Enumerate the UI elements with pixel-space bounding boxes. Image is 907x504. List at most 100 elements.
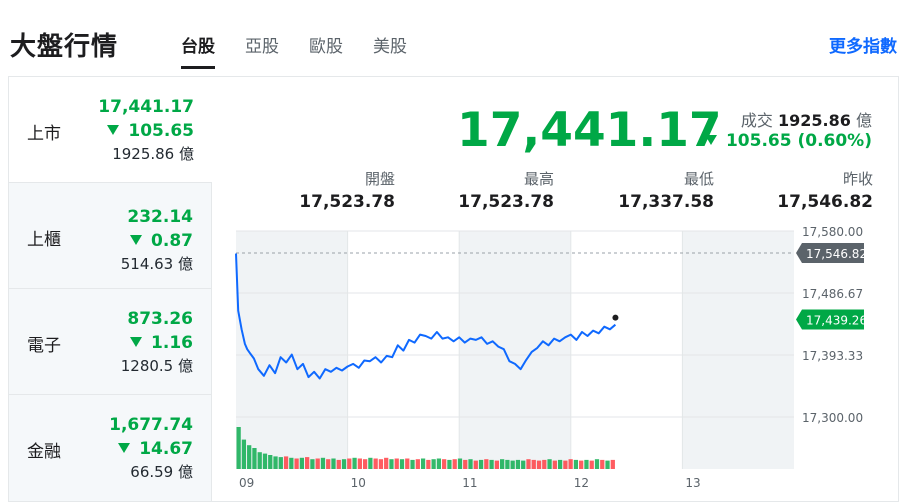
volume-bar — [299, 457, 305, 469]
stat-label: 昨收 — [842, 170, 873, 188]
volume-bar — [473, 460, 478, 469]
volume-bar — [478, 459, 484, 469]
market-tabs: 台股 亞股 歐股 美股 — [181, 32, 437, 69]
sidebar-item-volume: 1925.86 億 — [112, 145, 194, 163]
stat-value: 17,523.78 — [458, 192, 554, 212]
volume-bar — [273, 456, 278, 469]
volume-bar — [494, 460, 499, 469]
current-price-badge-label: 17,439.26 — [806, 313, 867, 327]
sidebar-item-volume: 514.63 億 — [120, 255, 193, 273]
volume-bar — [552, 460, 557, 469]
tab-europe[interactable]: 歐股 — [309, 37, 343, 57]
index-change-value: 105.65 (0.60%) — [725, 131, 872, 151]
volume-bar — [536, 460, 542, 469]
stat-prev-close: 昨收 17,546.82 — [743, 169, 873, 215]
volume-bar — [352, 457, 357, 469]
sidebar-item-price: 873.26 — [127, 309, 193, 329]
sidebar-item-label: 電子 — [27, 336, 61, 356]
volume-bar — [384, 457, 389, 469]
y-tick-label: 17,486.67 — [802, 287, 863, 301]
volume-bar — [336, 459, 341, 469]
volume-bar — [610, 459, 615, 469]
volume-bar — [531, 459, 536, 469]
volume-bar — [600, 459, 605, 469]
sidebar-item-change-value: 1.16 — [151, 333, 193, 353]
more-indices-link[interactable]: 更多指數 — [829, 37, 897, 57]
volume-bar — [368, 457, 373, 469]
volume-bar — [257, 452, 262, 469]
sidebar-item-price: 17,441.17 — [98, 97, 194, 117]
market-card: 上市 17,441.17 105.65 1925.86 億 上櫃 232.14 … — [8, 76, 899, 502]
sidebar-item-values: 873.26 1.16 1280.5 億 — [121, 307, 193, 377]
turnover-value: 1925.86 — [778, 111, 851, 130]
volume-bar — [289, 457, 294, 469]
tab-taiwan[interactable]: 台股 — [181, 32, 215, 69]
volume-bar — [326, 459, 331, 469]
tab-us[interactable]: 美股 — [373, 37, 407, 57]
sidebar-item-volume: 1280.5 億 — [120, 357, 193, 375]
stat-low: 最低 17,337.58 — [584, 169, 714, 215]
y-tick-label: 17,580.00 — [802, 225, 863, 239]
volume-bar — [500, 459, 505, 469]
sidebar-item-change: 14.67 — [109, 437, 193, 461]
volume-bar — [305, 457, 310, 469]
volume-bar — [415, 459, 420, 469]
sidebar-item-price: 1,677.74 — [109, 415, 193, 435]
volume-bar — [521, 460, 526, 469]
sidebar-item-otc[interactable]: 上櫃 232.14 0.87 514.63 億 — [9, 183, 212, 289]
sidebar-item-change-value: 14.67 — [139, 439, 193, 459]
volume-bar — [252, 448, 257, 469]
volume-bar — [320, 457, 326, 469]
down-arrow-icon — [118, 443, 131, 453]
stat-label: 最低 — [683, 170, 714, 188]
volume-bar — [557, 459, 563, 469]
sidebar-item-electronics[interactable]: 電子 873.26 1.16 1280.5 億 — [9, 289, 212, 395]
volume-bar — [431, 459, 436, 469]
x-tick-label: 10 — [351, 476, 366, 490]
x-tick-label: 09 — [239, 476, 254, 490]
prev-close-badge-label: 17,546.82 — [806, 247, 867, 261]
x-tick-label: 13 — [685, 476, 700, 490]
down-arrow-icon — [704, 135, 717, 145]
volume-bar — [331, 458, 336, 469]
sidebar-item-change: 0.87 — [121, 229, 193, 253]
hour-band — [236, 231, 348, 469]
volume-bar — [357, 458, 362, 469]
last-price-dot — [612, 314, 619, 321]
sidebar-item-values: 232.14 0.87 514.63 億 — [121, 205, 193, 275]
sidebar-item-finance[interactable]: 金融 1,677.74 14.67 66.59 億 — [9, 395, 212, 501]
volume-bar — [236, 427, 241, 469]
sidebar-item-label: 上櫃 — [27, 230, 61, 250]
tab-asia[interactable]: 亞股 — [245, 37, 279, 57]
volume-bar — [447, 459, 452, 469]
sidebar-item-label: 上市 — [27, 124, 61, 144]
turnover-unit: 億 — [855, 111, 872, 130]
volume-bar — [389, 459, 394, 469]
index-price: 17,441.17 — [457, 103, 722, 158]
volume-bar — [468, 459, 473, 469]
volume-bar — [452, 459, 457, 469]
stat-value: 17,337.58 — [618, 192, 714, 212]
header: 大盤行情 台股 亞股 歐股 美股 更多指數 — [0, 0, 907, 69]
volume-bar — [420, 458, 426, 469]
volume-bar — [362, 459, 368, 469]
volume-bar — [347, 458, 352, 469]
volume-bar — [294, 458, 299, 469]
sidebar-item-listed[interactable]: 上市 17,441.17 105.65 1925.86 億 — [9, 77, 212, 183]
price-line — [235, 253, 617, 380]
stat-label: 開盤 — [364, 170, 395, 188]
stat-open: 開盤 17,523.78 — [265, 169, 395, 215]
volume-bar — [442, 459, 447, 469]
intraday-chart[interactable]: 17,580.00 17,486.67 17,393.33 17,300.00 09 10… — [229, 225, 894, 495]
y-tick-label: 17,393.33 — [802, 349, 863, 363]
sidebar-item-label: 金融 — [27, 442, 61, 462]
volume-bar — [573, 459, 579, 469]
volume-bar — [589, 460, 594, 469]
sidebar-item-change-value: 0.87 — [151, 231, 193, 251]
stat-value: 17,546.82 — [777, 192, 873, 212]
sidebar-item-change: 105.65 — [98, 119, 194, 143]
volume-bar — [542, 459, 547, 469]
volume-bar — [405, 458, 410, 469]
volume-bar — [547, 459, 552, 469]
volume-bar — [426, 459, 431, 469]
